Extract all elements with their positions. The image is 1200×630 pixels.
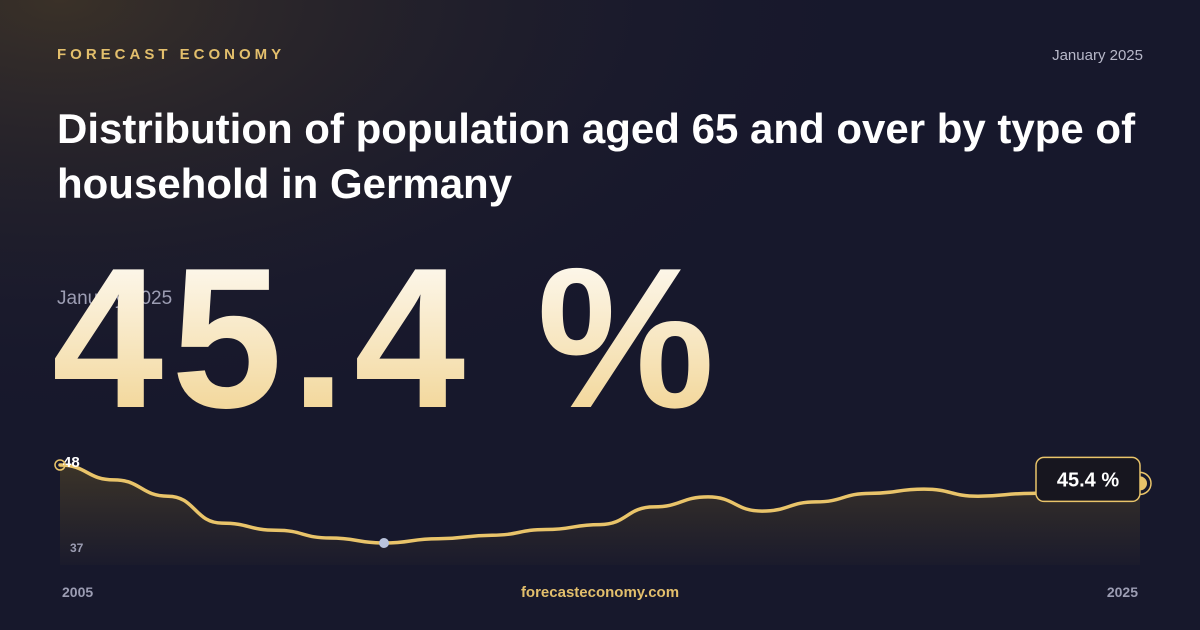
brand: FORECAST ECONOMY bbox=[57, 46, 285, 63]
callout-box bbox=[1035, 456, 1141, 503]
line bbox=[58, 463, 1142, 545]
start-marker bbox=[54, 459, 66, 471]
x-tick-label: 2005 bbox=[62, 584, 93, 600]
date: January 2025 bbox=[1052, 47, 1143, 64]
y-tick-label: 48 bbox=[63, 454, 80, 471]
headline-value: 45.4 % bbox=[52, 227, 723, 450]
footer: forecasteconomy.com bbox=[521, 584, 679, 601]
x-tick-label: 2025 bbox=[1107, 584, 1138, 600]
headline-date: January 2025 bbox=[57, 288, 172, 309]
y-tick-label: 37 bbox=[70, 541, 84, 555]
min-marker bbox=[379, 538, 389, 548]
area bbox=[60, 465, 1140, 565]
chart-title: Distribution of population aged 65 and o… bbox=[57, 105, 1136, 207]
chart: 37 48 2005 2025 45.4 % bbox=[54, 454, 1152, 600]
data-label: 45.4 % bbox=[1057, 469, 1119, 491]
